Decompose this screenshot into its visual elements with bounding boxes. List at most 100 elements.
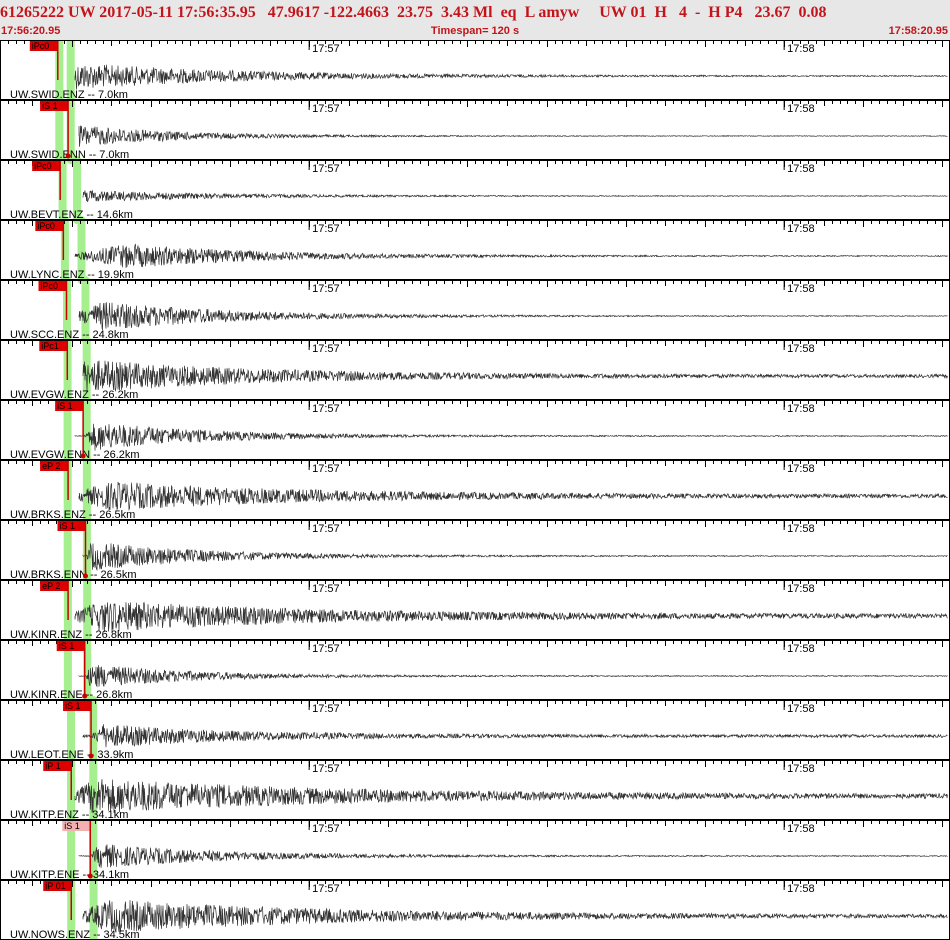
pick-flag — [43, 761, 72, 771]
channel-panel[interactable]: 17:57 17:58 UW.LEOT.ENE -- 33.9km iS 1 — [0, 700, 950, 762]
minute-label: 17:58 — [787, 823, 815, 835]
channel-label: UW.EVGW.ENN -- 26.2km — [10, 449, 140, 461]
minute-label: 17:58 — [787, 163, 815, 175]
pick-flag — [38, 281, 67, 291]
minute-label: 17:57 — [312, 403, 340, 415]
pick-label: iS 1 — [65, 701, 81, 711]
minute-label: 17:57 — [312, 763, 340, 775]
minute-label: 17:57 — [312, 883, 340, 895]
pick-flag — [43, 881, 72, 891]
channel-panel[interactable]: 17:57 17:58 UW.KITP.ENZ -- 34.1km iP 1 — [0, 760, 950, 822]
channel-panel[interactable]: 17:57 17:58 UW.LYNC.ENZ -- 19.9km iPc0 — [0, 220, 950, 282]
pick-label: iPc0 — [41, 281, 59, 291]
time-ticks — [0, 881, 943, 887]
time-ticks — [0, 761, 943, 767]
time-ticks — [0, 401, 943, 407]
waveform-trace — [74, 779, 948, 814]
minute-label: 17:57 — [312, 163, 340, 175]
pick-flag — [62, 821, 91, 831]
pick-flag — [40, 101, 69, 111]
channel-label: UW.SCC.ENZ -- 24.8km — [10, 329, 129, 341]
waveform-trace — [78, 125, 948, 147]
pick-flag — [57, 521, 86, 531]
time-ticks — [0, 641, 943, 647]
pick-marker — [88, 753, 94, 759]
pick-label: iS 1 — [60, 521, 76, 531]
minute-label: 17:57 — [312, 703, 340, 715]
waveform-trace — [74, 64, 948, 90]
channel-panel[interactable]: 17:57 17:58 UW.SCC.ENZ -- 24.8km iPc0 — [0, 280, 950, 342]
channel-panel[interactable]: 17:57 17:58 UW.KINR.ENE -- 26.8km iS 1 — [0, 640, 950, 702]
pick-label: iP 1 — [45, 761, 60, 771]
waveform-trace — [82, 724, 948, 748]
channel-label: UW.KITP.ENZ -- 34.1km — [10, 809, 128, 821]
pick-flag — [56, 641, 85, 651]
pick-flag — [63, 701, 92, 711]
minute-label: 17:58 — [787, 643, 815, 655]
minute-label: 17:58 — [787, 223, 815, 235]
waveform-trace — [78, 665, 948, 688]
pick-flag — [40, 461, 69, 471]
minute-label: 17:57 — [312, 43, 340, 55]
minute-label: 17:57 — [312, 343, 340, 355]
channel-panel[interactable]: 17:57 17:58 UW.KINR.ENZ -- 26.8km eP 2 — [0, 580, 950, 642]
time-ticks — [0, 101, 943, 107]
pick-label: iPc0 — [34, 161, 52, 171]
waveform-trace — [82, 360, 948, 392]
pick-marker — [80, 453, 86, 459]
channel-panel[interactable]: 17:57 17:58 UW.BEVT.ENZ -- 14.6km iPc0 — [0, 160, 950, 222]
pick-label: iP 01 — [45, 881, 65, 891]
minute-label: 17:57 — [312, 523, 340, 535]
time-ticks — [0, 41, 943, 47]
channel-label: UW.NOWS.ENZ -- 34.5km — [10, 929, 140, 940]
pick-marker — [82, 693, 88, 699]
minute-label: 17:58 — [787, 703, 815, 715]
minute-label: 17:57 — [312, 583, 340, 595]
pick-label: iPc0 — [32, 41, 50, 51]
waveform-trace — [82, 543, 948, 571]
minute-label: 17:57 — [312, 103, 340, 115]
time-ticks — [0, 821, 943, 827]
pick-label: iS 1 — [59, 641, 75, 651]
minute-label: 17:58 — [787, 343, 815, 355]
waveform-trace — [78, 481, 948, 511]
minute-label: 17:57 — [312, 283, 340, 295]
pick-label: iS 1 — [64, 821, 80, 831]
waveform-trace — [78, 844, 948, 868]
channel-panel[interactable]: 17:57 17:58 UW.SWID.ENZ -- 7.0km iPc0 — [0, 40, 950, 102]
channel-label: UW.LEOT.ENE -- 33.9km — [10, 749, 133, 761]
pick-marker — [83, 573, 88, 579]
pick-marker — [87, 873, 93, 879]
time-ticks — [0, 581, 943, 587]
minute-label: 17:58 — [787, 883, 815, 895]
channel-panel[interactable]: 17:57 17:58 UW.EVGW.ENN -- 26.2km iS 1 — [0, 400, 950, 462]
channel-panel[interactable]: 17:57 17:58 UW.NOWS.ENZ -- 34.5km iP 01 — [0, 880, 950, 940]
channel-panel[interactable]: 17:57 17:58 UW.BRKS.ENZ -- 26.5km eP 2 — [0, 460, 950, 522]
channel-panel[interactable]: 17:57 17:58 UW.EVGW.ENZ -- 26.2km iPc1 — [0, 340, 950, 402]
pick-flag — [35, 221, 64, 231]
channel-label: UW.KINR.ENZ -- 26.8km — [10, 629, 132, 641]
minute-label: 17:58 — [787, 523, 815, 535]
minute-label: 17:57 — [312, 463, 340, 475]
channel-panel[interactable]: 17:57 17:58 UW.KITP.ENE -- 34.1km iS 1 — [0, 820, 950, 882]
minute-label: 17:58 — [787, 43, 815, 55]
window-start-time: 17:56:20.95 — [1, 25, 61, 37]
pick-label: iPc0 — [37, 221, 55, 231]
channel-panel[interactable]: 17:57 17:58 UW.BRKS.ENN -- 26.5km iS 1 — [0, 520, 950, 582]
channel-label: UW.LYNC.ENZ -- 19.9km — [10, 269, 134, 281]
channel-label: UW.BRKS.ENZ -- 26.5km — [10, 509, 135, 521]
pick-flag — [32, 161, 61, 171]
pick-label: iPc1 — [41, 341, 59, 351]
channel-label: UW.BEVT.ENZ -- 14.6km — [10, 209, 133, 221]
time-ticks — [0, 461, 943, 467]
pick-flag — [55, 401, 84, 411]
waveform-trace — [74, 243, 948, 269]
time-ticks — [0, 341, 943, 347]
waveform-trace — [82, 189, 948, 203]
window-end-time: 17:58:20.95 — [888, 25, 948, 37]
waveform-trace — [74, 601, 948, 633]
p-travel-time-band — [55, 40, 76, 940]
event-summary-title: 61265222 UW 2017-05-11 17:56:35.95 47.96… — [0, 4, 827, 21]
